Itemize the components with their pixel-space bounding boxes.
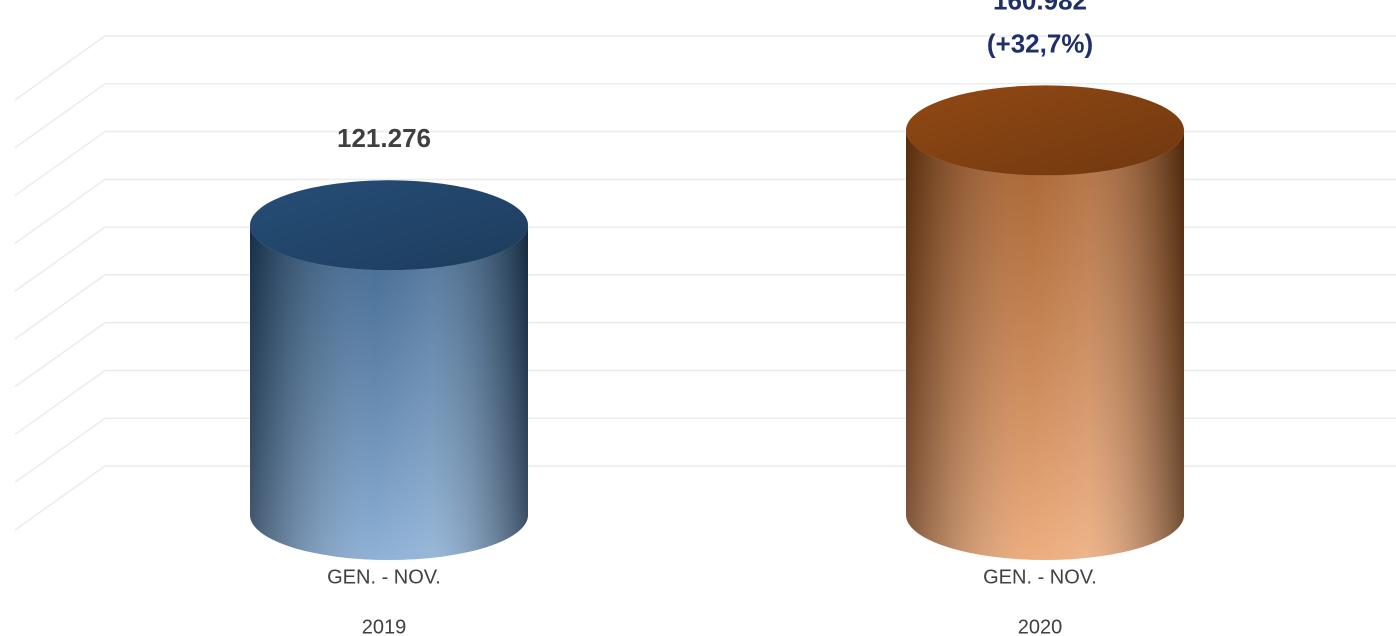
cylinder-shade bbox=[250, 225, 528, 561]
data-label: 121.276 bbox=[337, 123, 431, 153]
grid-line-side bbox=[14, 35, 106, 101]
grid-line-side bbox=[14, 226, 106, 292]
grid-line-side bbox=[14, 274, 106, 340]
grid-line-side bbox=[14, 465, 106, 531]
bars bbox=[250, 85, 1184, 561]
grid bbox=[14, 35, 1396, 531]
x-tick-label: GEN. - NOV. bbox=[327, 566, 441, 588]
x-tick-label: 2020 bbox=[1018, 616, 1063, 636]
labels: GEN. - NOV. 2019 121.276 GEN. - NOV. 2020 160… bbox=[327, 0, 1097, 636]
x-tick-label: GEN. - NOV. bbox=[983, 566, 1097, 588]
cylinder-top-shade bbox=[250, 180, 528, 271]
cylinder-shade bbox=[906, 130, 1184, 560]
grid-line-side bbox=[14, 83, 106, 149]
data-label: 160.982 bbox=[993, 0, 1087, 15]
grid-line-side bbox=[14, 322, 106, 388]
annotation: (+32,7%) bbox=[987, 28, 1093, 58]
grid-line-side bbox=[14, 369, 106, 436]
x-tick-label: 2019 bbox=[362, 616, 407, 636]
grid-line-side bbox=[14, 130, 106, 197]
grid-line-side bbox=[14, 178, 106, 244]
grid-line-side bbox=[14, 417, 106, 483]
cylinder-top-shade bbox=[906, 85, 1184, 176]
